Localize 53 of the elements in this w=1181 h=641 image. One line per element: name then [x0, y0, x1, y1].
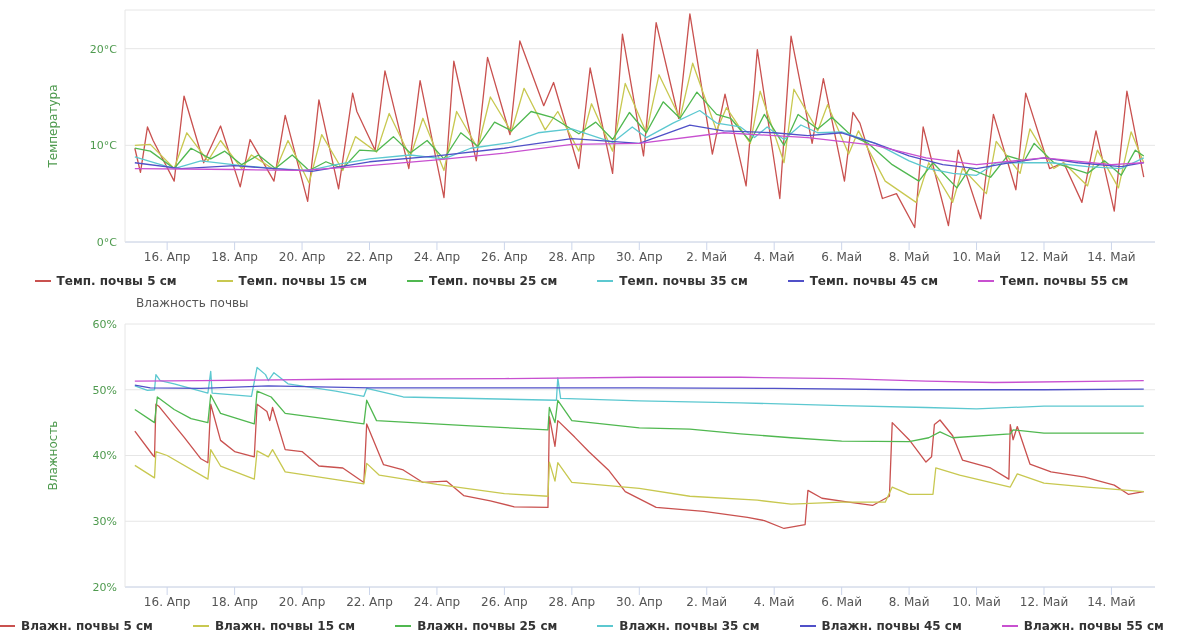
x-tick-label: 26. Апр	[481, 594, 528, 609]
x-tick-label: 8. Май	[888, 249, 930, 264]
legend-label: Влажн. почвы 5 см	[20, 619, 153, 633]
y-tick-label: 30%	[92, 515, 117, 529]
x-tick-label: 4. Май	[753, 249, 795, 264]
legend-label: Темп. почвы 55 см	[999, 274, 1129, 288]
x-tick-label: 14. Май	[1087, 594, 1136, 609]
x-tick-label: 16. Апр	[143, 594, 191, 609]
x-tick-label: 18. Апр	[211, 249, 258, 264]
x-tick-label: 8. Май	[888, 594, 930, 609]
x-tick-label: 26. Апр	[481, 249, 528, 264]
legend-label: Темп. почвы 25 см	[427, 274, 558, 288]
legend-label: Влажн. почвы 15 см	[213, 619, 356, 633]
y-axis-title: Температура	[46, 84, 61, 169]
x-tick-label: 20. Апр	[278, 594, 326, 609]
legend-label: Влажн. почвы 35 см	[618, 619, 760, 633]
x-tick-label: 24. Апр	[413, 594, 461, 609]
y-tick-label: 10°C	[89, 139, 118, 153]
x-tick-label: 12. Май	[1019, 594, 1069, 609]
y-tick-label: 40%	[92, 449, 117, 463]
x-tick-label: 6. Май	[821, 249, 863, 264]
x-tick-label: 22. Апр	[346, 249, 393, 264]
legend-label: Темп. почвы 5 см	[55, 274, 177, 288]
x-tick-label: 28. Апр	[548, 249, 596, 264]
x-tick-label: 22. Апр	[346, 594, 393, 609]
x-tick-label: 18. Апр	[211, 594, 258, 609]
x-tick-label: 2. Май	[686, 594, 728, 609]
x-tick-label: 2. Май	[686, 249, 728, 264]
y-tick-label: 50%	[92, 383, 117, 397]
legend-label: Темп. почвы 15 см	[237, 274, 367, 288]
legend-label: Темп. почвы 35 см	[618, 274, 748, 288]
legend-label: Влажн. почвы 45 см	[820, 619, 962, 633]
y-tick-label: 60%	[92, 317, 117, 331]
x-tick-label: 28. Апр	[548, 594, 596, 609]
x-tick-label: 30. Апр	[616, 249, 663, 264]
x-tick-label: 14. Май	[1087, 249, 1136, 264]
y-axis-title: Влажность	[46, 420, 61, 491]
chart-title: Влажность почвы	[136, 296, 249, 310]
y-tick-label: 20°C	[89, 42, 118, 56]
legend-label: Темп. почвы 45 см	[808, 274, 939, 288]
x-tick-label: 10. Май	[952, 249, 1001, 264]
x-tick-label: 10. Май	[952, 594, 1001, 609]
legend-label: Влажн. почвы 55 см	[1022, 619, 1164, 633]
x-tick-label: 30. Апр	[616, 594, 663, 609]
legend-label: Влажн. почвы 25 см	[416, 619, 558, 633]
x-tick-label: 20. Апр	[278, 249, 326, 264]
x-tick-label: 4. Май	[753, 594, 795, 609]
y-tick-label: 0°C	[96, 235, 118, 249]
x-tick-label: 12. Май	[1019, 249, 1069, 264]
x-tick-label: 16. Апр	[143, 249, 191, 264]
x-tick-label: 24. Апр	[413, 249, 461, 264]
y-tick-label: 20%	[92, 580, 117, 594]
x-tick-label: 6. Май	[821, 594, 863, 609]
